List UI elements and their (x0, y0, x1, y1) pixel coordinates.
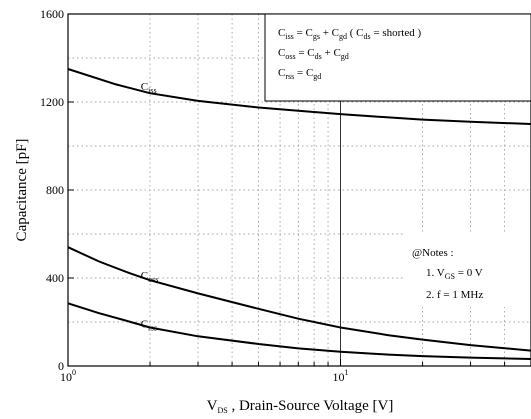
series-line-coss (67, 246, 531, 352)
y-tick-label: 1600 (40, 7, 64, 21)
series-line-crss (67, 302, 531, 360)
axis-ticks: 0 400 800 1200 1600 100 101 (40, 7, 531, 384)
note-line: 2. f = 1 MHz (426, 289, 483, 301)
series-line-ciss (67, 68, 531, 125)
notes-title: @Notes : (412, 247, 454, 259)
formula-line: Coss = Cds + Cgd (278, 47, 349, 61)
x-axis-title: VDS , Drain-Source Voltage [V] (207, 398, 394, 415)
formula-legend-frame (264, 13, 531, 102)
y-tick-label: 400 (46, 271, 64, 285)
series-label-coss: Coss (141, 270, 159, 284)
y-tick-label: 800 (46, 183, 64, 197)
x-tick-label: 100 (60, 368, 76, 384)
formula-line: Crss = Cgd (278, 67, 321, 81)
y-tick-label: 1200 (40, 95, 64, 109)
formula-line: Ciss = Cgs + Cgd ( Cds = shorted ) (278, 27, 421, 41)
notes-background (403, 232, 529, 307)
y-tick-label: 0 (58, 359, 64, 373)
x-tick-label: 101 (333, 368, 349, 384)
y-axis-title: Capacitance [pF] (14, 139, 30, 242)
series-label-ciss: Ciss (141, 81, 157, 95)
note-line: 1. VGS = 0 V (426, 267, 483, 281)
test-notes: @Notes : 1. VGS = 0 V 2. f = 1 MHz (403, 232, 529, 307)
series-curves: Ciss Coss Crss (67, 68, 531, 360)
series-label-crss: Crss (141, 319, 157, 333)
formula-legend: Ciss = Cgs + Cgd ( Cds = shorted ) Coss =… (264, 13, 531, 102)
